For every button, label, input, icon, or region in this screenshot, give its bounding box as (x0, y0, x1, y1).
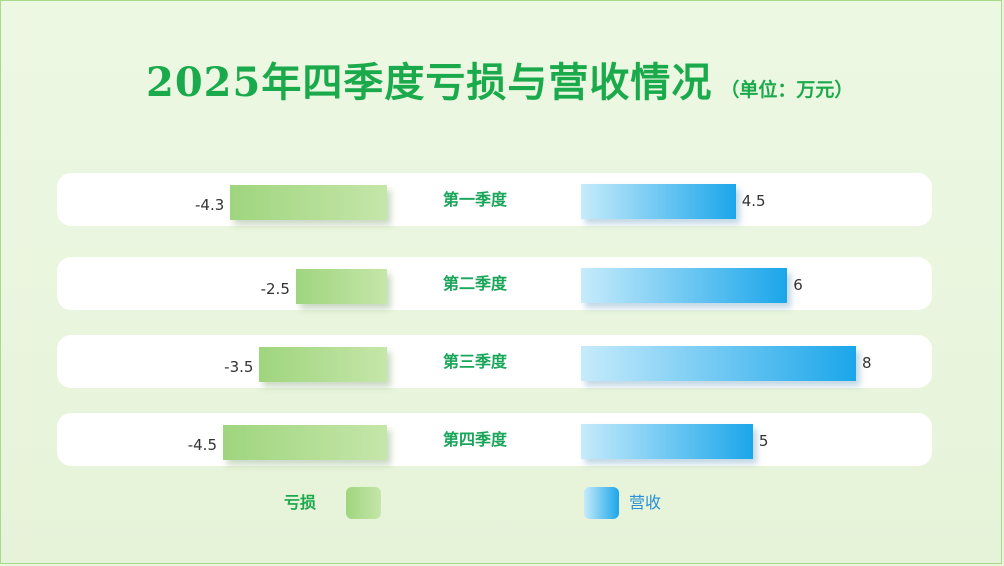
row-background (57, 413, 932, 466)
legend-revenue-label: 营收 (629, 493, 662, 512)
loss-value-label: -4.5 (187, 436, 217, 454)
chart-title: 2025年四季度亏损与营收情况 (146, 59, 713, 106)
revenue-bar (581, 346, 856, 381)
loss-bar (223, 425, 387, 460)
category-label: 第三季度 (442, 352, 507, 371)
revenue-value-label: 8 (862, 354, 872, 372)
legend-loss-label: 亏损 (284, 493, 317, 512)
legend-loss-swatch (346, 487, 381, 519)
revenue-bar (581, 268, 788, 303)
loss-value-label: -4.3 (195, 196, 225, 214)
revenue-value-label: 6 (793, 276, 803, 294)
legend-revenue-swatch (584, 487, 619, 519)
revenue-bar (581, 424, 753, 459)
revenue-bar (581, 184, 736, 219)
revenue-value-label: 5 (758, 432, 769, 450)
loss-value-label: -2.5 (260, 280, 290, 298)
revenue-value-label: 4.5 (741, 192, 766, 210)
category-label: 第二季度 (442, 274, 507, 293)
category-label: 第一季度 (442, 190, 507, 209)
category-label: 第四季度 (442, 430, 507, 449)
chart-unit-subtitle: （单位：万元） (720, 79, 854, 101)
loss-value-label: -3.5 (224, 358, 254, 376)
loss-bar (259, 347, 387, 382)
loss-bar (295, 269, 387, 304)
loss-bar (230, 185, 387, 220)
chart-title-block: 2025年四季度亏损与营收情况 （单位：万元） (146, 50, 853, 106)
row-background (57, 173, 932, 226)
